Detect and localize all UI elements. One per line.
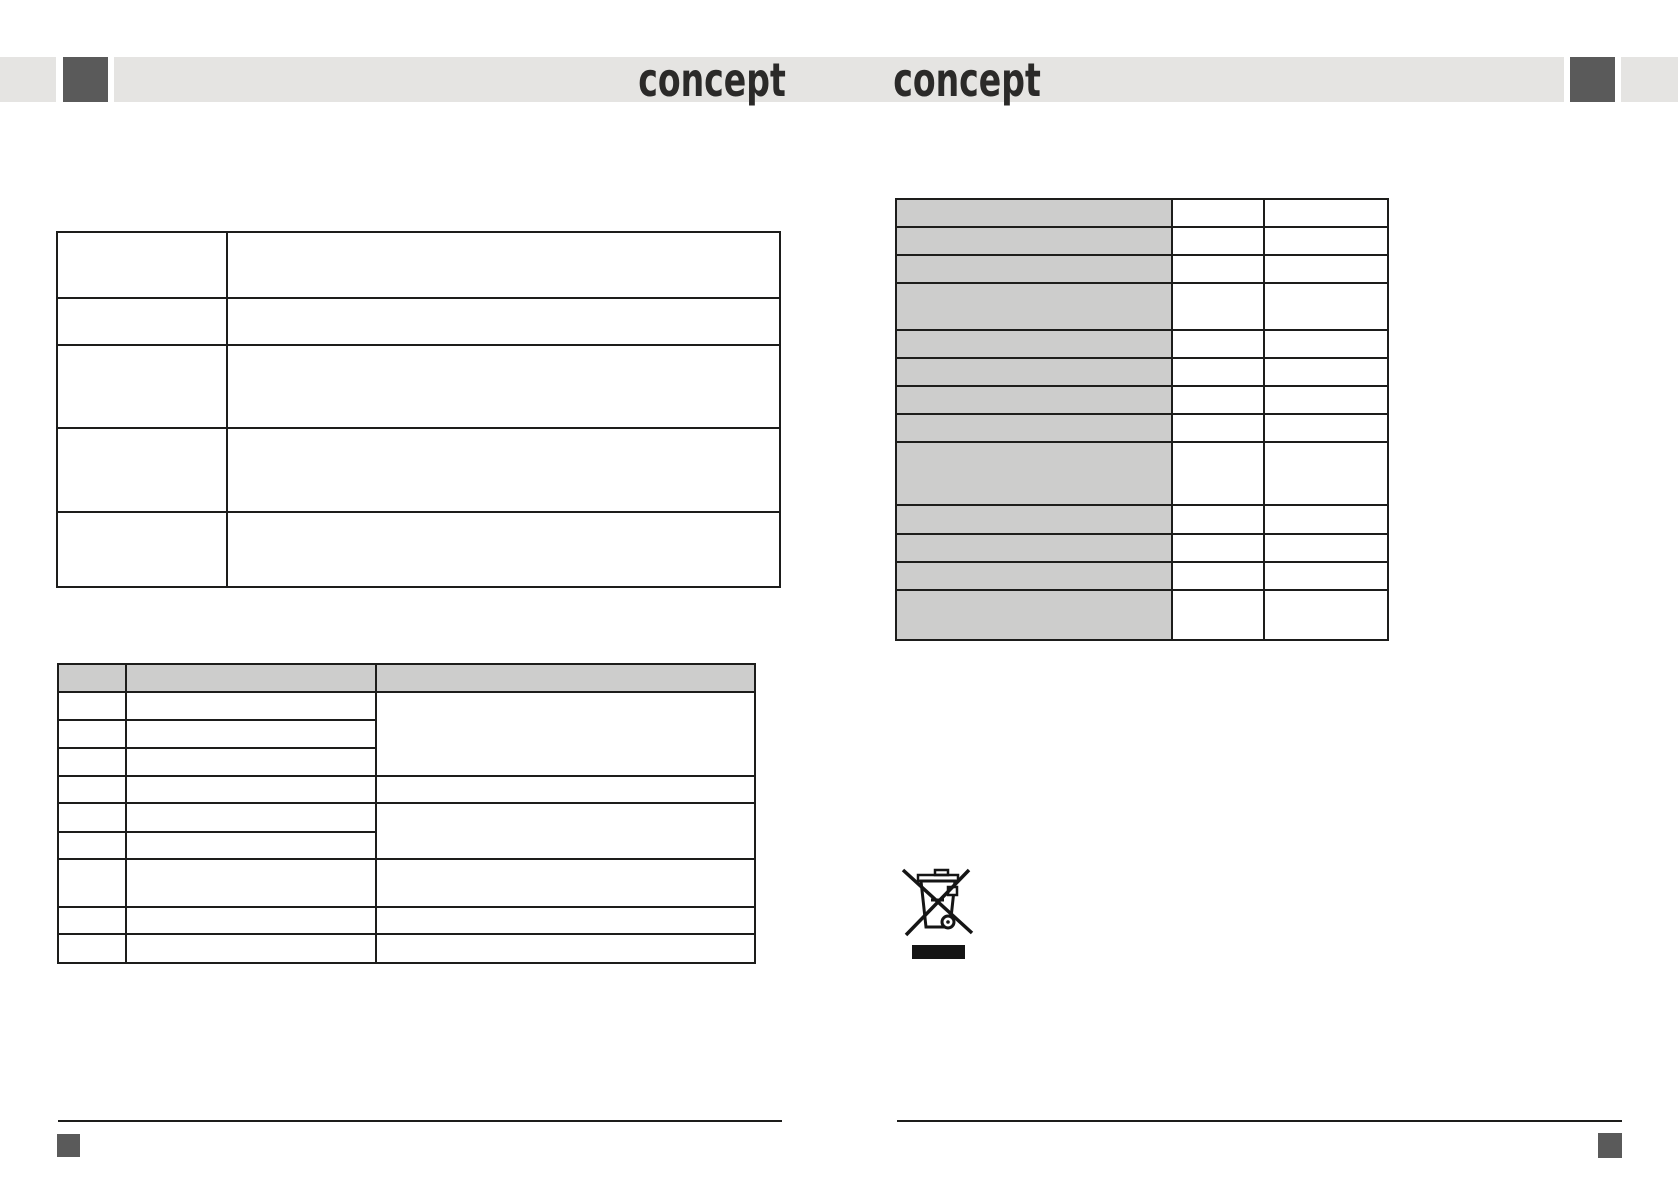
- table-header-cell: [127, 665, 377, 693]
- table-cell: [228, 233, 779, 299]
- top-left-table: [56, 231, 781, 588]
- footer-corner-marker-right: [1598, 1133, 1622, 1158]
- table-cell: [377, 777, 754, 804]
- table-cell: [127, 935, 377, 962]
- table-cell: [897, 284, 1173, 331]
- table-cell: [127, 749, 377, 777]
- table-cell: [1265, 200, 1387, 228]
- weee-bin-icon: [901, 868, 974, 959]
- table-cell: [897, 359, 1173, 387]
- table-cell: [1173, 200, 1265, 228]
- table-cell: [59, 908, 127, 935]
- table-cell: [1265, 359, 1387, 387]
- table-cell: [897, 535, 1173, 563]
- header-band: [114, 57, 1564, 102]
- table-cell: [228, 346, 779, 429]
- table-cell: [59, 833, 127, 860]
- table-cell: [1265, 535, 1387, 563]
- table-cell: [1173, 506, 1265, 535]
- table-cell: [1173, 256, 1265, 284]
- header-corner-marker-left: [63, 57, 108, 102]
- table-cell: [897, 228, 1173, 256]
- header-corner-marker-right: [1570, 57, 1615, 102]
- table-cell: [1265, 256, 1387, 284]
- table-cell: [58, 429, 228, 513]
- table-cell: [377, 908, 754, 935]
- table-cell: [897, 506, 1173, 535]
- footer-rule-right: [897, 1120, 1622, 1122]
- table-cell: [59, 804, 127, 833]
- table-cell: [59, 693, 127, 721]
- table-cell: [127, 908, 377, 935]
- table-cell: [58, 233, 228, 299]
- header-band-left-strip: [0, 57, 56, 102]
- table-cell: [897, 387, 1173, 415]
- bottom-left-table: [57, 663, 756, 964]
- table-cell: [127, 693, 377, 721]
- table-cell: [59, 935, 127, 962]
- table-cell: [59, 860, 127, 908]
- table-cell: [1173, 359, 1265, 387]
- table-cell: [1173, 591, 1265, 639]
- header-band-right-strip: [1621, 57, 1678, 102]
- table-cell: [127, 804, 377, 833]
- table-cell: [1265, 228, 1387, 256]
- table-cell: [1173, 284, 1265, 331]
- table-cell: [127, 777, 377, 804]
- table-cell: [897, 331, 1173, 359]
- table-cell: [377, 935, 754, 962]
- table-cell: [58, 346, 228, 429]
- table-cell: [1265, 387, 1387, 415]
- table-cell: [1173, 535, 1265, 563]
- table-cell: [1265, 591, 1387, 639]
- table-cell: [1265, 415, 1387, 443]
- table-cell: [897, 256, 1173, 284]
- table-cell: [1173, 331, 1265, 359]
- table-cell: [897, 443, 1173, 506]
- table-cell: [59, 749, 127, 777]
- table-cell: [897, 591, 1173, 639]
- table-cell: [377, 860, 754, 908]
- brand-logo-right: concept: [893, 52, 1041, 107]
- table-cell: [1173, 563, 1265, 591]
- table-cell: [1173, 443, 1265, 506]
- table-cell: [58, 513, 228, 586]
- table-cell: [127, 721, 377, 749]
- table-cell: [228, 299, 779, 346]
- table-cell: [1173, 387, 1265, 415]
- table-cell: [1173, 415, 1265, 443]
- footer-corner-marker-left: [57, 1134, 80, 1157]
- table-cell: [58, 299, 228, 346]
- table-cell: [897, 200, 1173, 228]
- table-cell: [897, 563, 1173, 591]
- table-cell: [1265, 284, 1387, 331]
- table-cell-merged: [377, 804, 754, 860]
- table-cell: [1265, 331, 1387, 359]
- table-cell: [59, 721, 127, 749]
- footer-rule-left: [58, 1120, 782, 1122]
- table-cell: [1265, 443, 1387, 506]
- table-header-cell: [59, 665, 127, 693]
- table-cell: [897, 415, 1173, 443]
- table-cell: [1265, 563, 1387, 591]
- table-cell-merged: [377, 693, 754, 777]
- right-page-table: [895, 198, 1389, 641]
- table-cell: [1265, 506, 1387, 535]
- table-header-cell: [377, 665, 754, 693]
- table-cell: [59, 777, 127, 804]
- table-cell: [1173, 228, 1265, 256]
- table-cell: [228, 429, 779, 513]
- brand-logo-left: concept: [638, 52, 786, 107]
- table-cell: [127, 833, 377, 860]
- table-cell: [127, 860, 377, 908]
- table-cell: [228, 513, 779, 586]
